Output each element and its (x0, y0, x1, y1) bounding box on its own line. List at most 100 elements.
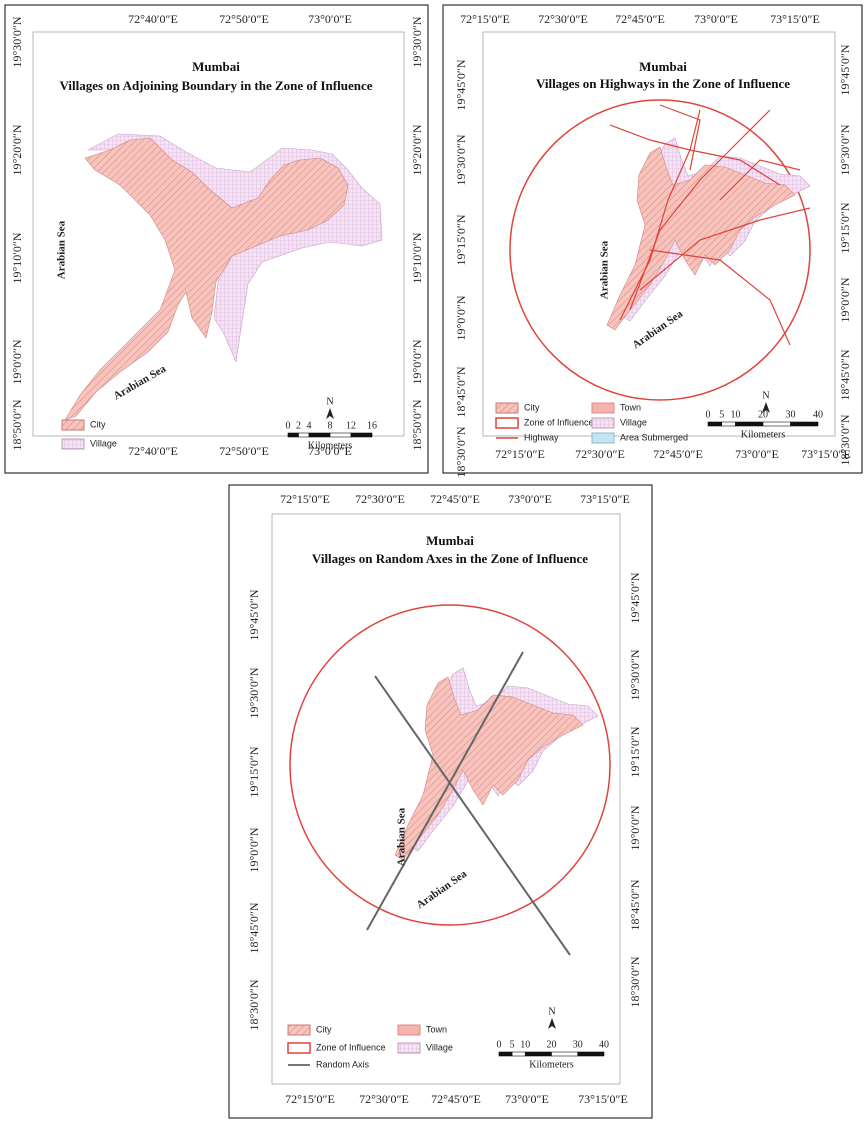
legend-swatch (398, 1043, 420, 1053)
longitude-label: 73°15′0″E (578, 1092, 628, 1106)
latitude-label: 18°45′0″N (838, 349, 852, 400)
legend-swatch (592, 418, 614, 428)
map-panel: Mumbai Villages on Random Axes in the Zon… (229, 485, 652, 1118)
map-title: Mumbai (639, 59, 687, 74)
scale-segment (552, 1052, 578, 1056)
latitude-label: 19°45′0″N (454, 59, 468, 110)
legend-swatch (592, 433, 614, 443)
map-subtitle: Villages on Highways in the Zone of Infl… (536, 76, 790, 91)
legend-label: Town (426, 1024, 447, 1034)
legend-swatch (398, 1025, 420, 1035)
legend-swatch (592, 403, 614, 413)
scale-label: 5 (719, 409, 724, 420)
scale-segment (763, 422, 791, 426)
scale-segment (512, 1052, 525, 1056)
legend-label: Random Axis (316, 1059, 370, 1069)
latitude-label: 19°0′0″N (838, 277, 852, 322)
legend-label: City (524, 402, 540, 412)
map-title: Mumbai (192, 59, 240, 74)
longitude-label: 73°0′0″E (505, 1092, 549, 1106)
latitude-label: 19°15′0″N (628, 726, 642, 777)
legend-label: City (316, 1024, 332, 1034)
map-subtitle: Villages on Random Axes in the Zone of I… (312, 551, 588, 566)
latitude-label: 18°30′0″N (838, 414, 852, 465)
legend-label: City (90, 419, 106, 429)
latitude-label: 19°30′0″N (410, 16, 424, 67)
longitude-label: 72°50′0″E (219, 444, 269, 458)
latitude-label: 19°30′0″N (628, 649, 642, 700)
scale-label: 10 (520, 1039, 530, 1050)
longitude-label: 72°40′0″E (128, 444, 178, 458)
longitude-label: 73°0′0″E (308, 12, 352, 26)
latitude-label: 19°10′0″N (10, 232, 24, 283)
latitude-label: 19°0′0″N (10, 339, 24, 384)
legend-swatch (62, 439, 84, 449)
legend-label: Village (426, 1042, 453, 1052)
latitude-label: 19°45′0″N (628, 572, 642, 623)
scale-segment (499, 1052, 512, 1056)
longitude-label: 73°15′0″E (770, 12, 820, 26)
legend-label: Village (620, 417, 647, 427)
latitude-label: 19°30′0″N (838, 124, 852, 175)
scale-unit: Kilometers (741, 429, 786, 440)
scale-segment (330, 433, 351, 437)
map-panel: Mumbai Villages on Adjoining Boundary in … (5, 5, 428, 473)
legend-label: Town (620, 402, 641, 412)
scale-segment (525, 1052, 551, 1056)
scale-label: 20 (547, 1039, 557, 1050)
scale-label: 10 (731, 409, 741, 420)
latitude-label: 19°0′0″N (628, 805, 642, 850)
map-title: Mumbai (426, 533, 474, 548)
longitude-label: 72°30′0″E (355, 492, 405, 506)
scale-label: 30 (786, 409, 796, 420)
scale-segment (351, 433, 372, 437)
legend-label: Zone of Influence (316, 1042, 386, 1052)
scale-segment (578, 1052, 604, 1056)
latitude-label: 19°15′0″N (247, 746, 261, 797)
north-label: N (326, 396, 333, 407)
latitude-label: 19°30′0″N (247, 667, 261, 718)
scale-segment (736, 422, 764, 426)
scale-segment (288, 433, 299, 437)
scale-label: 2 (296, 420, 301, 431)
scale-label: 0 (286, 420, 291, 431)
latitude-label: 18°30′0″N (247, 979, 261, 1030)
scale-label: 30 (573, 1039, 583, 1050)
latitude-label: 19°0′0″N (410, 339, 424, 384)
scale-segment (791, 422, 819, 426)
latitude-label: 19°30′0″N (454, 134, 468, 185)
latitude-label: 19°15′0″N (838, 202, 852, 253)
scale-label: 40 (813, 409, 823, 420)
latitude-label: 19°20′0″N (410, 124, 424, 175)
longitude-label: 72°45′0″E (431, 1092, 481, 1106)
longitude-label: 73°0′0″E (508, 492, 552, 506)
scale-label: 4 (307, 420, 312, 431)
latitude-label: 18°45′0″N (454, 366, 468, 417)
legend-label: Zone of Influence (524, 417, 594, 427)
scale-unit: Kilometers (308, 440, 353, 451)
longitude-label: 73°0′0″E (694, 12, 738, 26)
scale-segment (299, 433, 310, 437)
scale-label: 8 (328, 420, 333, 431)
latitude-label: 19°10′0″N (410, 232, 424, 283)
scale-label: 5 (510, 1039, 515, 1050)
longitude-label: 72°45′0″E (615, 12, 665, 26)
longitude-label: 72°15′0″E (460, 12, 510, 26)
longitude-label: 72°15′0″E (495, 447, 545, 461)
page: {"panels": [ {"title": "Mumbai", "subtit… (0, 0, 868, 1125)
latitude-label: 19°20′0″N (10, 124, 24, 175)
scale-label: 20 (758, 409, 768, 420)
longitude-label: 73°0′0″E (735, 447, 779, 461)
map-subtitle: Villages on Adjoining Boundary in the Zo… (59, 78, 372, 93)
latitude-label: 18°45′0″N (628, 879, 642, 930)
legend-label: Highway (524, 432, 559, 442)
legend-swatch (62, 420, 84, 430)
latitude-label: 18°45′0″N (247, 902, 261, 953)
scale-label: 40 (599, 1039, 609, 1050)
latitude-label: 18°30′0″N (628, 956, 642, 1007)
longitude-label: 72°30′0″E (359, 1092, 409, 1106)
scale-segment (708, 422, 722, 426)
scale-unit: Kilometers (529, 1059, 574, 1070)
longitude-label: 72°45′0″E (430, 492, 480, 506)
longitude-label: 72°15′0″E (285, 1092, 335, 1106)
